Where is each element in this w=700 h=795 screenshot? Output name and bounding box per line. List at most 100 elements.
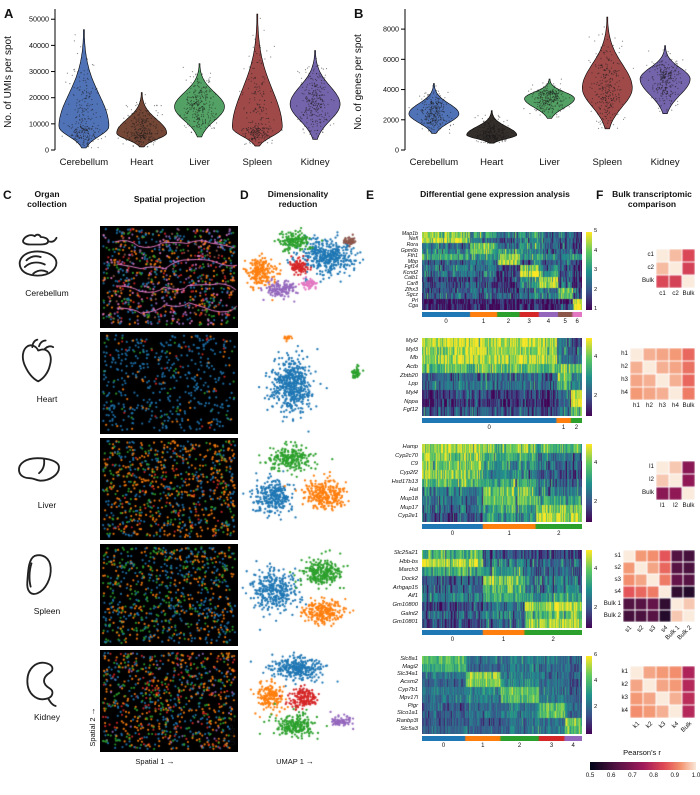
corr-row-label-s1: s1 (614, 551, 621, 559)
corr-row-label-s2: s2 (614, 563, 621, 571)
gene-label-hsd17b13: Hsd17b13 (391, 478, 418, 485)
x-tick-kidney: Kidney (301, 157, 330, 168)
violin-cerebellum (58, 29, 110, 149)
cluster-label-0: 0 (450, 637, 455, 643)
spatial-2-axis-label: Spatial 2 (87, 717, 97, 747)
cerebellum-organ-icon (18, 233, 58, 277)
corr-col-label-h2: h2 (646, 402, 653, 409)
colorbar-tick-4: 4 (594, 565, 598, 572)
cluster-label-4: 4 (546, 319, 551, 325)
bulk-comparison-header: Bulk transcriptomic comparison (612, 189, 692, 210)
gene-label-myl3: Myl3 (405, 346, 418, 353)
spatial-projection-heart (100, 332, 238, 434)
panel-e-label: E (366, 188, 375, 202)
organ-row-kidney: Kidney Slc8a1 Magi2 Slc34a1 Acsm2 Cyp7b1 Mpv17… (0, 648, 700, 754)
colorbar-tick-4: 4 (594, 459, 598, 466)
gene-label-ranbp3l: Ranbp3l (396, 718, 418, 725)
genes-violin-plot: B No. of genes per spot 0 2000 4000 6000 8000 C… (353, 6, 691, 168)
corr-row-label-bulk-2: Bulk 2 (603, 611, 621, 619)
corr-row-label-k2: k2 (621, 681, 628, 688)
y-tick-label: 10000 (29, 119, 49, 128)
gene-label-nppa: Nppa (404, 398, 418, 405)
gene-label-cyp2e1: Cyp2e1 (398, 513, 418, 520)
gene-label-arhgap15: Arhgap15 (392, 584, 418, 591)
corr-row-label-h3: h3 (621, 376, 628, 383)
gene-label-magi2: Magi2 (402, 663, 418, 670)
gene-label-march3: March3 (398, 567, 418, 574)
corr-col-label-l2: l2 (673, 502, 678, 509)
spatial-2-axis: Spatial 2 → (87, 692, 97, 762)
y-tick-label: 0 (45, 146, 49, 155)
cluster-label-0: 0 (441, 743, 446, 749)
corr-row-label-h4: h4 (621, 389, 628, 396)
gene-label-acsm2: Acsm2 (400, 679, 418, 686)
cluster-label-2: 2 (517, 743, 522, 749)
gene-label-map1b: Map1b (401, 230, 418, 237)
gene-label-actb: Actb (406, 364, 418, 371)
cluster-label-0: 0 (444, 319, 448, 325)
corr-row-label-c1: c1 (647, 251, 654, 258)
x-tick-cerebellum: Cerebellum (410, 157, 459, 168)
cluster-bar-liver (422, 524, 582, 529)
cluster-bar-kidney (422, 736, 582, 741)
cluster-label-5: 5 (563, 319, 567, 325)
colorbar-tick-2: 2 (594, 286, 598, 293)
corr-row-label-bulk: Bulk (641, 277, 654, 284)
umap-2-axis: UMAP 2 → (227, 692, 237, 762)
cluster-label-0: 0 (487, 425, 491, 431)
dge-heatmap-cerebellum (422, 232, 582, 310)
cluster-label-2: 2 (551, 637, 555, 643)
corr-heatmap-heart (630, 348, 695, 400)
colorbar-tick-4: 4 (594, 247, 598, 254)
violin-heart (466, 110, 517, 144)
spatial-projection-header: Spatial projection (133, 194, 206, 204)
x-tick-liver: Liver (189, 157, 210, 168)
gene-label-mbp: Mbp (407, 258, 418, 265)
dge-heatmap-spleen (422, 550, 582, 628)
panel-d-label: D (240, 188, 249, 202)
umap-plot-cerebellum (240, 226, 365, 328)
corr-col-label-c1: c1 (659, 290, 666, 297)
corr-col-label-c2: c2 (672, 290, 679, 297)
gene-label-fgf14: Fgf14 (404, 264, 418, 271)
corr-row-label-s3: s3 (614, 575, 621, 583)
organ-row-spleen: Spleen Slc25a21 Hbb-bs March3 Dock2 Arhgap15 A… (0, 542, 700, 648)
spatial-projection-spleen (100, 544, 238, 646)
corr-row-label-bulk: Bulk (641, 489, 654, 496)
gene-label-lpp: Lpp (408, 381, 418, 388)
corr-row-label-bulk-1: Bulk 1 (603, 599, 621, 607)
organ-row-heart: Heart Myl2 Myl3 Mb Actb Zbtb20 Lpp Myl4 Nppa Fgf1… (0, 330, 700, 436)
gene-label-slco1a1: Slco1a1 (397, 710, 418, 717)
cluster-label-1: 1 (501, 637, 506, 643)
spleen-organ-icon (26, 554, 52, 595)
panel-f-label: F (596, 188, 604, 202)
violin-kidney (639, 45, 691, 114)
gene-label-galnt2: Galnt2 (400, 610, 418, 617)
pearson-colorbar (590, 762, 696, 770)
corr-row-label-l2: l2 (649, 476, 654, 483)
dge-heatmap-liver (422, 444, 582, 522)
spatial-1-axis-label: Spatial 1 (135, 757, 165, 766)
gene-label-gpm6b: Gpm6b (400, 247, 418, 254)
expression-colorbar-cerebellum (586, 232, 592, 310)
pearson-tick-0.9: 0.9 (670, 772, 680, 779)
cluster-label-2: 2 (506, 319, 511, 325)
organ-label-cerebellum: Cerebellum (25, 288, 69, 298)
gene-label-aif1: Aif1 (408, 593, 418, 600)
cluster-bar-spleen (422, 630, 582, 635)
corr-row-label-s4: s4 (614, 587, 621, 595)
gene-label-gm10800: Gm10800 (392, 602, 418, 609)
gene-label-cga: Cga (408, 303, 418, 310)
panel-letter: A (4, 6, 14, 21)
gene-label-hbb-bs: Hbb-bs (399, 558, 418, 565)
corr-row-label-k4: k4 (621, 707, 628, 714)
gene-label-cyp2f2: Cyp2f2 (399, 470, 418, 477)
violin-spleen (581, 16, 633, 130)
colorbar-tick-2: 2 (594, 704, 598, 710)
dge-heatmap-heart (422, 338, 582, 416)
gene-label-slc5a3: Slc5a3 (400, 725, 418, 732)
gene-label-slc8a1: Slc8a1 (400, 655, 418, 662)
dimensionality-reduction-header: Dimensionality reduction (267, 189, 329, 210)
liver-organ-icon (18, 457, 60, 482)
gene-label-fth1: Fth1 (407, 253, 418, 260)
